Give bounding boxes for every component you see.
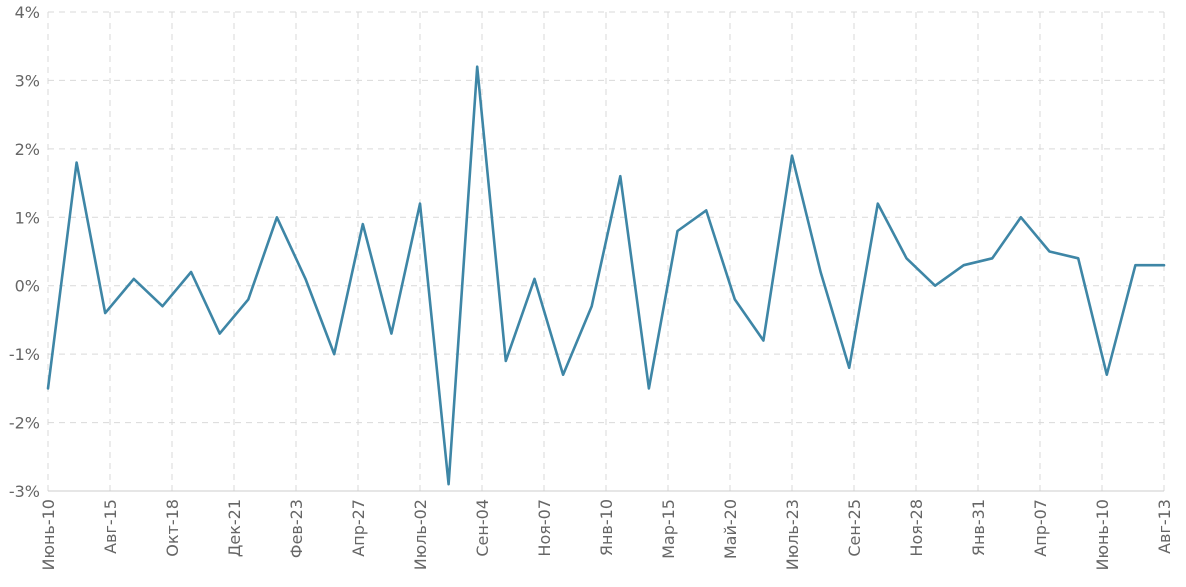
x-axis-ticks: Июнь-10 Авг-15 Окт-18 Дек-21 Фев-23 Апр-27 Июл…	[39, 499, 1174, 570]
x-tick-label: Авг-15	[101, 499, 120, 554]
x-tick-label: Сен-25	[845, 499, 864, 557]
x-tick-label: Июль-02	[411, 499, 430, 570]
data-point	[589, 304, 594, 309]
y-tick-label: -1%	[9, 345, 40, 364]
data-point	[160, 304, 165, 309]
data-point	[618, 174, 623, 179]
y-tick-label: 4%	[15, 3, 40, 22]
data-point	[475, 64, 480, 69]
y-tick-label: 3%	[15, 71, 40, 90]
data-point	[646, 386, 651, 391]
y-tick-label: 1%	[15, 208, 40, 227]
data-point	[246, 297, 251, 302]
x-tick-label: Ноя-07	[535, 499, 554, 557]
series-layer	[46, 64, 1167, 487]
data-point	[675, 228, 680, 233]
data-point	[332, 352, 337, 357]
data-point	[74, 160, 79, 165]
data-point	[847, 365, 852, 370]
data-point	[961, 263, 966, 268]
y-axis-ticks: -3% -2% -1% 0% 1% 2% 3% 4%	[9, 3, 40, 501]
x-tick-label: Сен-04	[473, 499, 492, 557]
x-tick-label: Июнь-10	[39, 499, 58, 570]
data-point	[303, 276, 308, 281]
data-point	[46, 386, 51, 391]
data-point	[704, 208, 709, 213]
data-point	[1076, 256, 1081, 261]
data-point	[446, 482, 451, 487]
data-point	[933, 283, 938, 288]
data-point	[904, 256, 909, 261]
data-point	[274, 215, 279, 220]
data-point	[875, 201, 880, 206]
data-point	[532, 276, 537, 281]
grid	[47, 11, 1165, 492]
data-point	[1047, 249, 1052, 254]
series-line	[46, 65, 1166, 486]
y-tick-label: 0%	[15, 277, 40, 296]
x-tick-label: Апр-07	[1031, 499, 1050, 557]
data-point	[732, 297, 737, 302]
x-tick-label: Июнь-10	[1093, 499, 1112, 570]
x-tick-label: Июль-23	[783, 499, 802, 570]
data-point	[1133, 263, 1138, 268]
y-tick-label: -3%	[9, 482, 40, 501]
data-point	[1018, 215, 1023, 220]
data-point	[790, 153, 795, 158]
data-point	[418, 201, 423, 206]
data-point	[761, 338, 766, 343]
data-point	[103, 311, 108, 316]
x-tick-label: Май-20	[721, 499, 740, 559]
data-point	[389, 331, 394, 336]
x-tick-label: Ноя-28	[907, 499, 926, 557]
data-point	[1162, 263, 1167, 268]
data-point	[990, 256, 995, 261]
data-point	[1104, 372, 1109, 377]
x-tick-label: Апр-27	[349, 499, 368, 557]
x-tick-label: Авг-13	[1155, 499, 1174, 554]
data-point	[561, 372, 566, 377]
data-point	[503, 358, 508, 363]
x-tick-label: Окт-18	[163, 499, 182, 557]
data-point	[189, 270, 194, 275]
y-tick-label: -2%	[9, 414, 40, 433]
x-tick-label: Дек-21	[225, 499, 244, 557]
data-point	[217, 331, 222, 336]
x-tick-label: Янв-31	[969, 499, 988, 556]
data-point	[131, 276, 136, 281]
x-tick-label: Мар-15	[659, 499, 678, 559]
x-tick-label: Янв-10	[597, 499, 616, 556]
data-point	[360, 222, 365, 227]
data-point	[818, 270, 823, 275]
x-tick-label: Фев-23	[287, 499, 306, 558]
y-tick-label: 2%	[15, 140, 40, 159]
